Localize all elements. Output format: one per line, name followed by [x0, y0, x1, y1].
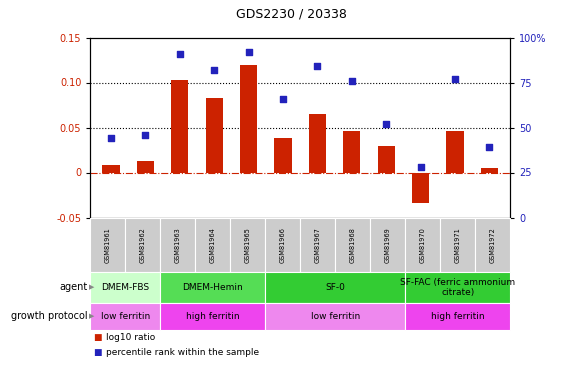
- Point: [209, 67, 219, 73]
- Point: [106, 135, 115, 141]
- Text: low ferritin: low ferritin: [311, 312, 360, 321]
- Text: growth protocol: growth protocol: [11, 311, 87, 321]
- Point: [141, 132, 150, 138]
- Text: GSM81961: GSM81961: [105, 227, 111, 262]
- Bar: [309, 114, 326, 172]
- Text: GSM81968: GSM81968: [350, 227, 356, 262]
- Text: GSM81969: GSM81969: [385, 227, 391, 262]
- Text: ▶: ▶: [89, 313, 94, 319]
- Bar: [171, 80, 188, 172]
- Point: [382, 121, 391, 127]
- Bar: [412, 172, 429, 203]
- Bar: [343, 131, 360, 172]
- Text: ▶: ▶: [89, 284, 94, 290]
- Text: GSM81970: GSM81970: [420, 227, 426, 262]
- Text: SF-0: SF-0: [325, 283, 345, 292]
- Text: GSM81962: GSM81962: [140, 227, 146, 262]
- Point: [313, 63, 322, 69]
- Bar: [378, 146, 395, 172]
- Text: GSM81971: GSM81971: [455, 227, 461, 262]
- Text: GSM81963: GSM81963: [175, 227, 181, 262]
- Text: DMEM-FBS: DMEM-FBS: [101, 283, 149, 292]
- Text: percentile rank within the sample: percentile rank within the sample: [106, 348, 259, 357]
- Bar: [240, 65, 257, 172]
- Text: ■: ■: [93, 333, 102, 342]
- Bar: [481, 168, 498, 172]
- Text: GSM81965: GSM81965: [245, 227, 251, 262]
- Point: [485, 144, 494, 150]
- Bar: [275, 138, 292, 172]
- Point: [278, 96, 287, 102]
- Text: high ferritin: high ferritin: [431, 312, 484, 321]
- Point: [175, 51, 184, 57]
- Bar: [206, 98, 223, 172]
- Text: agent: agent: [59, 282, 87, 292]
- Text: log10 ratio: log10 ratio: [106, 333, 155, 342]
- Text: GSM81966: GSM81966: [280, 227, 286, 262]
- Point: [451, 76, 460, 82]
- Text: GSM81967: GSM81967: [315, 227, 321, 262]
- Text: high ferritin: high ferritin: [186, 312, 240, 321]
- Bar: [137, 161, 154, 172]
- Bar: [447, 131, 463, 172]
- Text: low ferritin: low ferritin: [101, 312, 150, 321]
- Point: [244, 49, 253, 55]
- Text: DMEM-Hemin: DMEM-Hemin: [182, 283, 243, 292]
- Point: [416, 164, 426, 170]
- Text: GSM81972: GSM81972: [490, 227, 496, 262]
- Point: [347, 78, 357, 84]
- Text: ■: ■: [93, 348, 102, 357]
- Bar: [103, 165, 120, 172]
- Text: SF-FAC (ferric ammonium
citrate): SF-FAC (ferric ammonium citrate): [400, 278, 515, 297]
- Text: GSM81964: GSM81964: [210, 227, 216, 262]
- Text: GDS2230 / 20338: GDS2230 / 20338: [236, 8, 347, 21]
